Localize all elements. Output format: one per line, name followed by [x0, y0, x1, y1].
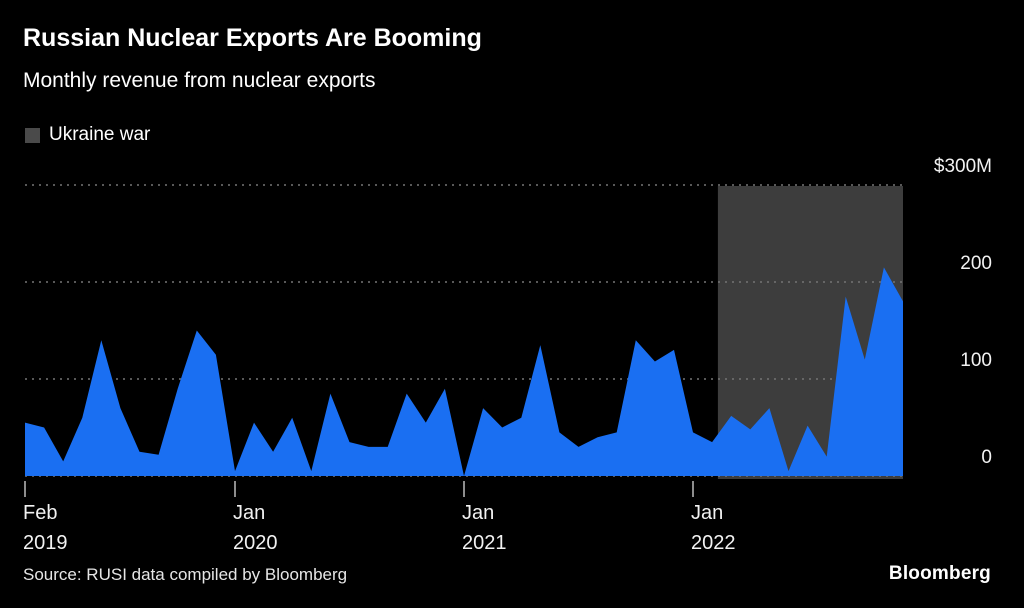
x-axis-label-month: Jan [232, 502, 266, 524]
legend-label: Ukraine war [49, 124, 151, 145]
revenue-area-series [25, 267, 903, 476]
chart-subtitle: Monthly revenue from nuclear exports [23, 69, 376, 92]
page-title: Russian Nuclear Exports Are Booming [23, 24, 482, 52]
y-axis-label-300: $300M [933, 156, 992, 177]
x-axis-label-year: 2022 [691, 532, 736, 554]
x-axis-ticks [24, 481, 694, 497]
y-axis-label-200: 200 [960, 253, 992, 274]
x-axis-label-year: 2020 [232, 532, 278, 554]
x-axis-label-year: 2019 [23, 532, 68, 554]
x-axis-label-jan-2022: Jan 2022 [691, 498, 736, 558]
ukraine-war-legend-swatch [25, 127, 40, 143]
x-axis-label-feb-2019: Feb 2019 [23, 498, 68, 558]
x-axis-label-jan-2021: Jan 2021 [462, 498, 507, 558]
x-axis-label-month: Jan [462, 502, 495, 524]
x-axis-label-month: Jan [691, 502, 724, 524]
x-axis-label-month: Feb [23, 502, 58, 524]
y-axis-label-0: 0 [981, 447, 992, 468]
source-attribution: Source: RUSI data compiled by Bloomberg [23, 565, 348, 584]
x-axis-label-jan-2020: Jan 2020 [233, 498, 278, 558]
x-axis-label-year: 2021 [462, 532, 507, 554]
bloomberg-logo: Bloomberg [888, 563, 991, 584]
y-axis-label-100: 100 [960, 350, 992, 371]
legend: Ukraine war [25, 124, 150, 146]
